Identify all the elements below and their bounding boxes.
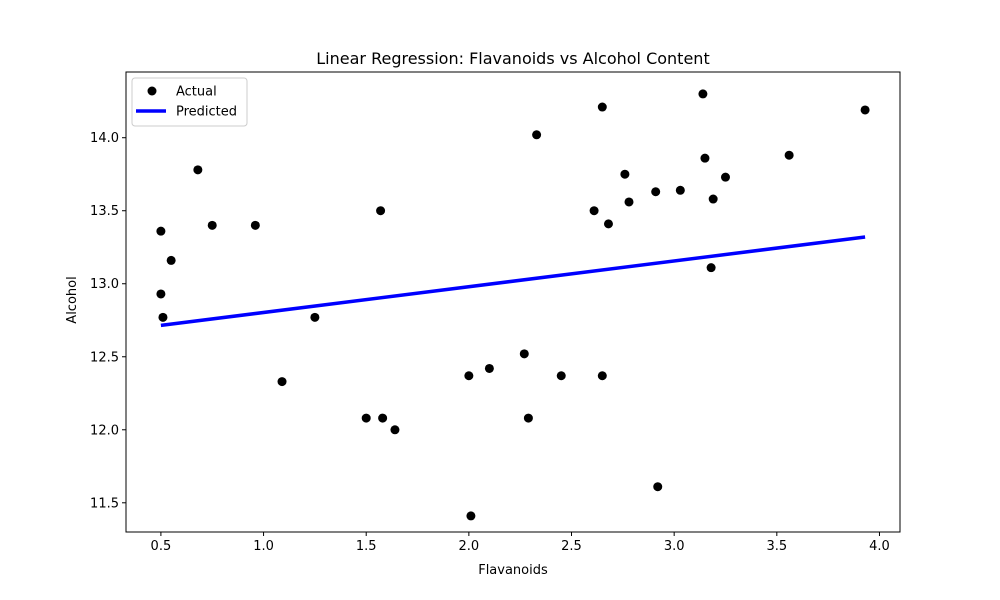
data-point bbox=[207, 220, 217, 230]
x-tick-label: 2.5 bbox=[561, 539, 582, 554]
data-point bbox=[700, 153, 710, 163]
data-point bbox=[706, 263, 716, 273]
data-point bbox=[193, 165, 203, 175]
data-point bbox=[597, 102, 607, 112]
x-tick-label: 1.5 bbox=[356, 539, 377, 554]
legend-marker-actual bbox=[147, 86, 157, 96]
y-tick-label: 13.5 bbox=[90, 204, 119, 219]
x-tick-label: 0.5 bbox=[151, 539, 172, 554]
data-point bbox=[556, 371, 566, 381]
data-point bbox=[532, 130, 542, 140]
data-point bbox=[464, 371, 474, 381]
y-tick-label: 13.0 bbox=[90, 277, 119, 292]
data-point bbox=[620, 169, 630, 179]
plot-area bbox=[126, 72, 900, 532]
data-point bbox=[376, 206, 386, 216]
legend-label: Predicted bbox=[176, 105, 237, 120]
data-point bbox=[860, 105, 870, 115]
x-tick-label: 3.0 bbox=[664, 539, 685, 554]
x-axis-label: Flavanoids bbox=[478, 563, 548, 578]
data-point bbox=[675, 185, 685, 195]
data-point bbox=[277, 377, 287, 387]
x-tick-label: 2.0 bbox=[459, 539, 480, 554]
plot-frame bbox=[125, 71, 901, 533]
y-axis-label: Alcohol bbox=[65, 276, 80, 323]
regression-line bbox=[160, 235, 866, 328]
y-tick-label: 11.5 bbox=[90, 496, 119, 511]
chart-title: Linear Regression: Flavanoids vs Alcohol… bbox=[316, 49, 709, 68]
y-tick-label: 12.5 bbox=[90, 350, 119, 365]
data-point bbox=[361, 413, 371, 423]
y-tick-label: 14.0 bbox=[90, 131, 119, 146]
data-point bbox=[466, 511, 476, 521]
x-tick-label: 1.0 bbox=[253, 539, 274, 554]
data-point bbox=[166, 255, 176, 265]
data-point bbox=[597, 371, 607, 381]
data-point bbox=[378, 413, 388, 423]
data-point bbox=[523, 413, 533, 423]
data-point bbox=[156, 226, 166, 236]
data-point bbox=[603, 219, 613, 229]
data-point bbox=[720, 172, 730, 182]
legend: Actual Predicted bbox=[131, 77, 248, 127]
x-tick-label: 3.5 bbox=[766, 539, 787, 554]
data-point bbox=[589, 206, 599, 216]
data-point bbox=[698, 89, 708, 99]
y-tick-label: 12.0 bbox=[90, 423, 119, 438]
legend-box bbox=[131, 77, 248, 127]
x-tick-label: 4.0 bbox=[869, 539, 890, 554]
data-point bbox=[250, 220, 260, 230]
data-point bbox=[519, 349, 529, 359]
legend-label: Actual bbox=[176, 85, 217, 100]
data-point bbox=[156, 289, 166, 299]
data-point bbox=[158, 312, 168, 322]
data-point bbox=[653, 482, 663, 492]
data-point bbox=[484, 363, 494, 373]
data-point bbox=[784, 150, 794, 160]
data-point bbox=[310, 312, 320, 322]
data-point bbox=[708, 194, 718, 204]
data-point bbox=[390, 425, 400, 435]
data-point bbox=[651, 187, 661, 197]
data-point bbox=[624, 197, 634, 207]
